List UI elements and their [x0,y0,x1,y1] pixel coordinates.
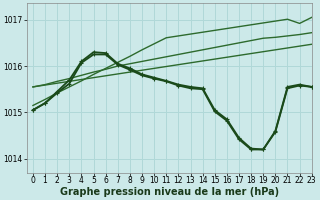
X-axis label: Graphe pression niveau de la mer (hPa): Graphe pression niveau de la mer (hPa) [60,187,279,197]
